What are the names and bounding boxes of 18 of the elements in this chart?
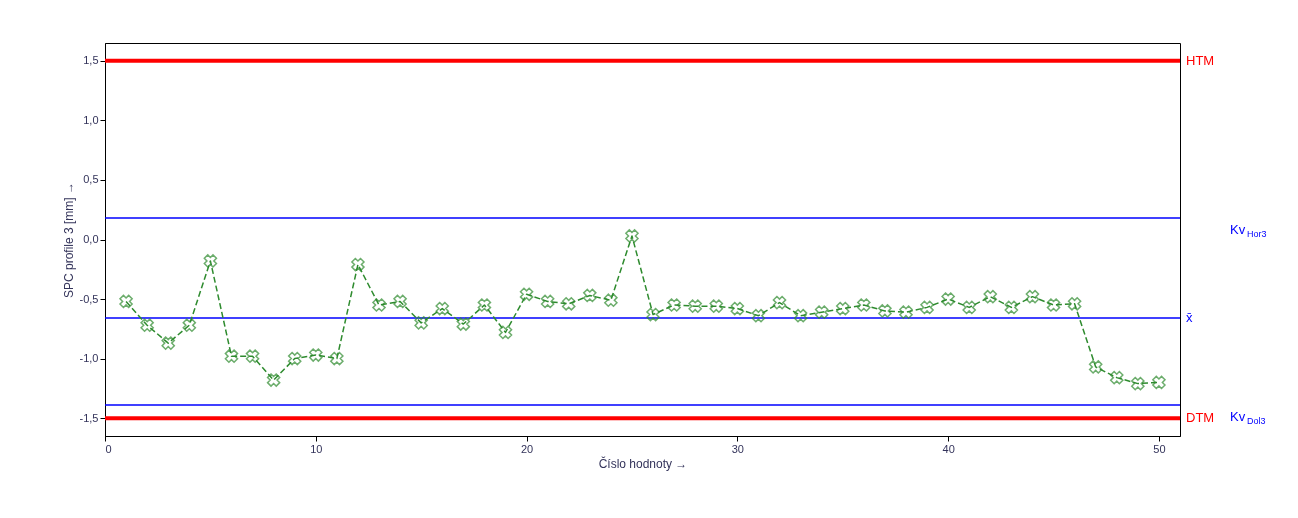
y-tick-label: 1,5 [83,54,99,67]
y-tick-label: -0,5 [79,292,99,305]
x-tick-label: 30 [731,442,744,455]
x-tick-label: 20 [520,442,534,455]
x-tick-label: 40 [942,442,955,455]
ref-line-label: x̄ [1186,310,1193,326]
ref-line-label: HTM [1186,52,1215,68]
y-tick-label: 0,0 [83,233,99,245]
y-tick-label: -1,5 [79,411,99,424]
y-tick-label: -1,0 [79,352,99,365]
x-tick-label: 10 [310,442,323,455]
x-axis-title: Číslo hodnoty → [598,455,688,471]
y-tick-label: 1,0 [83,113,99,126]
y-tick-label: 0,5 [83,173,99,186]
x-tick-label: 0 [105,442,112,455]
x-tick-label: 50 [1153,442,1166,455]
y-axis-title: SPC profile 3 [mm] → [61,181,76,299]
ref-line-label: DTM [1186,410,1215,426]
